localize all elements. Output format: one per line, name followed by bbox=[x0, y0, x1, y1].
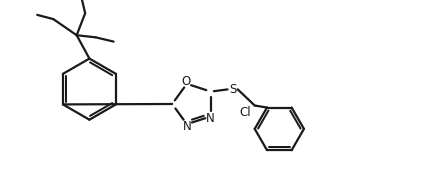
Text: O: O bbox=[181, 75, 191, 88]
Text: N: N bbox=[182, 120, 191, 133]
Text: N: N bbox=[206, 112, 215, 125]
Text: Cl: Cl bbox=[240, 106, 251, 119]
Text: S: S bbox=[229, 83, 236, 96]
